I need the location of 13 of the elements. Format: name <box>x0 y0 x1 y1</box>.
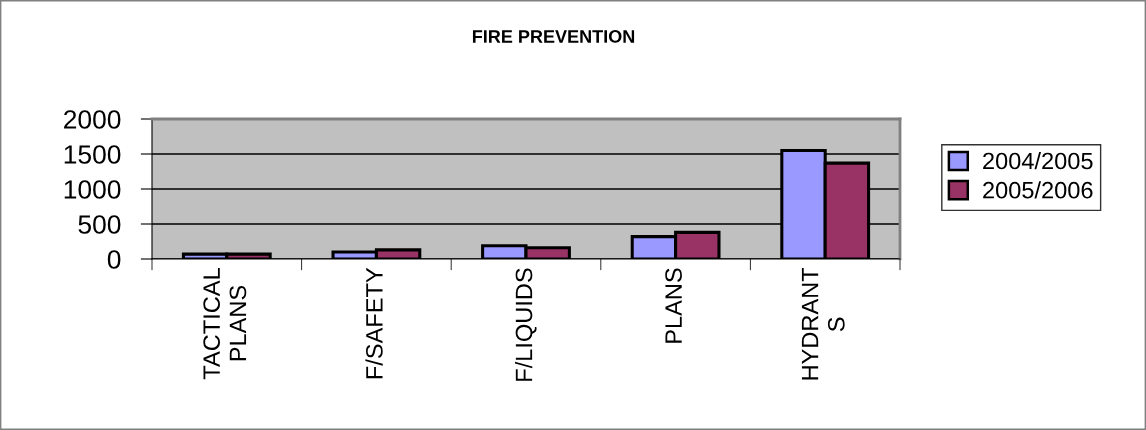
legend-label: 2005/2006 <box>983 181 1093 199</box>
x-tick-label: F/LIQUIDS <box>514 268 537 381</box>
chart-title: FIRE PREVENTION <box>472 30 635 43</box>
x-tick-label: PLANS <box>665 268 682 343</box>
y-tick-label: 1000 <box>64 180 121 199</box>
y-tick-label: 1500 <box>64 145 121 164</box>
x-tick-label: HYDRANT S <box>801 267 845 380</box>
y-tick-label: 0 <box>107 250 121 269</box>
x-tick-label: TACTICAL PLANS <box>203 268 247 380</box>
legend-label: 2004/2005 <box>983 152 1093 170</box>
y-tick-label: 500 <box>78 215 121 234</box>
y-tick-label: 2000 <box>64 110 121 129</box>
x-tick-label: F/SAFETY <box>365 267 383 379</box>
